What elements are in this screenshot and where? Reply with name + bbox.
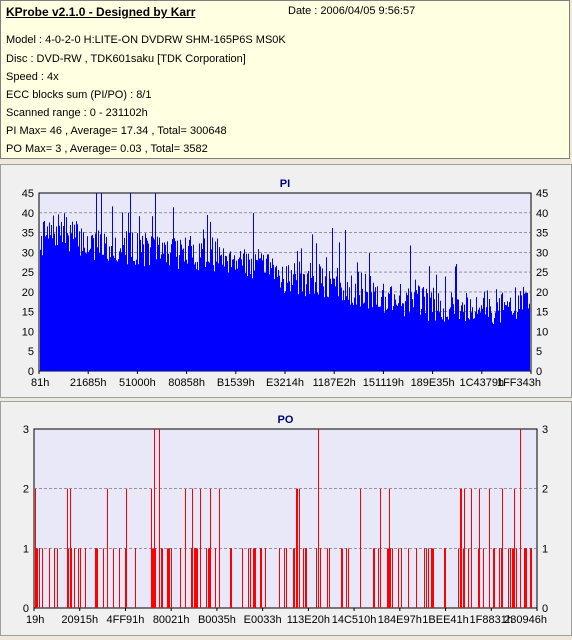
x-tick-label: E3214h [266,377,304,389]
x-tick-label: 51000h [119,377,156,389]
y-tick-label-right: 30 [536,247,548,259]
y-tick-label-right: 5 [536,346,542,358]
x-tick-label: B1539h [217,377,255,389]
y-tick-label-left: 0 [28,366,34,378]
y-tick-label-left: 20 [22,287,34,299]
x-tick-label: 19h [26,614,44,626]
y-tick-label-right: 45 [536,188,548,200]
plot-area [33,428,538,609]
y-tick-label-left: 3 [23,424,29,436]
y-tick-label-left: 2 [23,484,29,496]
x-tick-label: 1F8831h [470,614,513,626]
bar-series [40,193,530,371]
po-chart-panel: PO 0 0 1 1 2 2 3 3 19h 20915h 4FF91h 80021h B0035h E00… [0,401,572,636]
disc-line: Disc : DVD-RW , TDK601saku [TDK Corporat… [6,53,246,65]
info-panel: KProbe v2.1.0 - Designed by Karr Date : … [0,0,570,159]
pi-chart: PI 0 0 5 5 10 10 15 15 20 20 25 25 30 30 35 35 40 40 45 45 81… [22,178,549,389]
pi-stats-line: PI Max= 46 , Average= 17.34 , Total= 300… [6,125,227,137]
y-tick-label-right: 1 [542,543,548,555]
y-tick-label-left: 45 [22,188,34,200]
range-line: Scanned range : 0 - 231102h [6,107,148,119]
y-tick-label-right: 0 [542,603,548,615]
scan-date: Date : 2006/04/05 9:56:57 [288,5,416,17]
chart-title: PO [278,414,294,426]
y-tick-label-left: 10 [22,326,34,338]
y-tick-label-right: 20 [536,287,548,299]
y-tick-label-right: 0 [536,366,542,378]
x-tick-label: 184E97h [378,614,422,626]
x-tick-label: 189E35h [411,377,455,389]
y-tick-label-right: 3 [542,424,548,436]
pi-chart-panel: PI 0 0 5 5 10 10 15 15 20 20 25 25 30 30 35 35 40 40 45 45 81… [0,164,572,398]
y-tick-label-right: 15 [536,307,548,319]
x-tick-label: 80858h [168,377,205,389]
speed-line: Speed : 4x [6,71,59,83]
y-tick-label-left: 15 [22,307,34,319]
po-stats-line: PO Max= 3 , Average= 0.03 , Total= 3582 [6,143,208,155]
x-tick-label: 151119h [363,377,404,389]
bar-series [35,429,532,608]
x-tick-label: 113E20h [287,614,330,626]
model-line: Model : 4-0-2-0 H:LITE-ON DVDRW SHM-165P… [6,34,286,46]
y-tick-label-right: 25 [536,267,548,279]
y-tick-label-left: 30 [22,247,34,259]
x-tick-label: 1BEE41h [422,614,468,626]
y-tick-label-right: 2 [542,484,548,496]
po-chart: PO 0 0 1 1 2 2 3 3 19h 20915h 4FF91h 80021h B0035h E00… [23,414,548,626]
x-tick-label: 81h [31,377,49,389]
x-tick-label: 14C510h [332,614,377,626]
y-tick-label-left: 1 [23,543,29,555]
x-tick-label: 20915h [61,614,98,626]
x-tick-label: 21685h [70,377,107,389]
x-tick-label: 1FF343h [497,377,541,389]
y-tick-label-left: 25 [22,267,34,279]
y-tick-label-left: 5 [28,346,34,358]
x-tick-label: 1187E2h [313,377,356,389]
y-tick-label-left: 40 [22,208,34,220]
x-tick-label: 230946h [504,614,547,626]
x-tick-label: B0035h [198,614,236,626]
ecc-line: ECC blocks sum (PI/PO) : 8/1 [6,89,152,101]
y-tick-label-left: 35 [22,228,34,240]
x-tick-label: 4FF91h [106,614,144,626]
y-tick-label-right: 35 [536,228,548,240]
y-tick-label-right: 40 [536,208,548,220]
y-tick-label-right: 10 [536,326,548,338]
x-tick-label: 80021h [153,614,190,626]
chart-title: PI [280,178,290,190]
x-tick-label: 1C4379h [459,377,504,389]
y-tick-label-left: 0 [23,603,29,615]
x-tick-label: E0033h [244,614,282,626]
app-title: KProbe v2.1.0 - Designed by Karr [6,5,196,19]
